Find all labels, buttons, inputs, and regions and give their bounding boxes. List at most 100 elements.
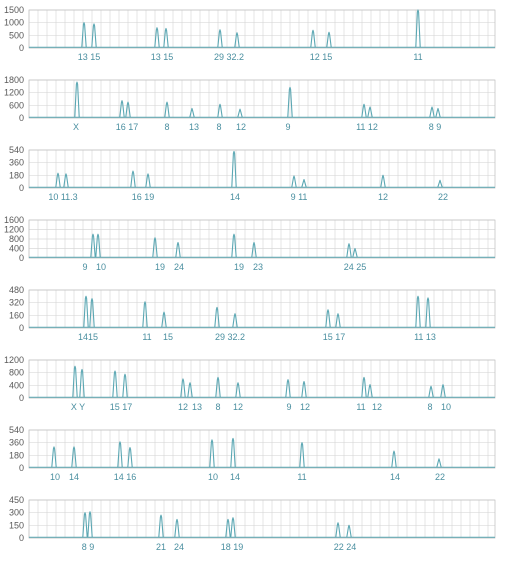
panel-8: 450 300 150 0 8 9 21 24 18 19 22 24 xyxy=(9,495,496,552)
peak xyxy=(428,385,434,398)
peak xyxy=(346,524,352,538)
allele-label: 12 15 xyxy=(310,52,333,62)
allele-label: 8 9 xyxy=(82,542,95,552)
peak xyxy=(130,170,136,188)
peak xyxy=(87,511,93,538)
peak xyxy=(112,370,118,398)
peak xyxy=(217,103,223,118)
peak xyxy=(285,379,291,398)
peak xyxy=(154,27,160,48)
allele-label: 10 11.3 xyxy=(48,192,77,202)
y-tick-label: 540 xyxy=(9,425,24,435)
allele-label: X xyxy=(73,122,79,132)
allele-label: 13 xyxy=(189,122,199,132)
y-tick-label: 400 xyxy=(9,244,24,254)
allele-label: 13 xyxy=(192,402,202,412)
y-tick-label: 1200 xyxy=(4,225,24,235)
peak xyxy=(72,365,78,398)
peak xyxy=(415,9,421,48)
plot-frame xyxy=(28,359,496,399)
peak xyxy=(251,242,257,258)
allele-label: 24 xyxy=(174,542,184,552)
allele-label: 8 xyxy=(164,122,169,132)
allele-label: 29 32.2 xyxy=(215,332,245,342)
y-tick-label: 320 xyxy=(9,298,24,308)
peak xyxy=(335,313,341,328)
peak xyxy=(215,376,221,398)
allele-label: 12 xyxy=(236,122,246,132)
y-tick-label: 450 xyxy=(9,495,24,505)
allele-label: 19 xyxy=(234,262,244,272)
y-tick-label: 800 xyxy=(9,234,24,244)
panel-2: 1800 1200 600 0 X 16 17 8 13 8 12 9 11 12 8 9 xyxy=(4,75,496,132)
y-tick-label: 480 xyxy=(9,285,24,295)
peak xyxy=(174,518,180,538)
peak xyxy=(187,382,193,398)
peak xyxy=(95,233,101,258)
plot-frame xyxy=(28,149,496,189)
plot-frame xyxy=(28,429,496,469)
peak xyxy=(291,175,297,188)
peak xyxy=(163,27,169,48)
peak xyxy=(225,518,231,538)
allele-label: 12 xyxy=(233,402,243,412)
peak xyxy=(301,179,307,188)
y-tick-label: 0 xyxy=(19,463,24,473)
y-tick-label: 180 xyxy=(9,450,24,460)
allele-label: X Y xyxy=(71,402,85,412)
peak xyxy=(415,295,421,328)
peak xyxy=(335,522,341,538)
peak xyxy=(299,442,305,468)
y-tick-label: 160 xyxy=(9,310,24,320)
plot-frame xyxy=(28,289,496,329)
peak xyxy=(55,172,61,188)
peak xyxy=(81,22,87,48)
allele-label: 11 12 xyxy=(356,122,378,132)
peak xyxy=(82,512,88,538)
allele-label: 10 xyxy=(441,402,451,412)
allele-label: 15 17 xyxy=(323,332,346,342)
allele-label: 8 9 xyxy=(429,122,442,132)
peak xyxy=(429,106,435,118)
peak xyxy=(180,378,186,398)
y-tick-label: 1500 xyxy=(4,5,24,15)
peak xyxy=(189,107,195,118)
y-tick-label: 540 xyxy=(9,145,24,155)
allele-label: 1415 xyxy=(78,332,98,342)
y-tick-label: 400 xyxy=(9,380,24,390)
y-tick-label: 0 xyxy=(19,253,24,263)
peak xyxy=(209,439,215,468)
y-tick-label: 0 xyxy=(19,533,24,543)
allele-label: 12 xyxy=(372,402,382,412)
peak xyxy=(145,173,151,188)
y-tick-label: 1800 xyxy=(4,75,24,85)
peak xyxy=(117,441,123,468)
allele-label: 21 xyxy=(156,542,166,552)
plot-frame xyxy=(28,79,496,119)
peak xyxy=(231,233,237,258)
allele-label: 24 xyxy=(174,262,184,272)
peak xyxy=(232,313,238,328)
allele-label: 10 xyxy=(96,262,106,272)
peak xyxy=(152,237,158,258)
peak xyxy=(175,242,181,258)
allele-label: 19 xyxy=(155,262,165,272)
allele-label: 29 32.2 xyxy=(214,52,244,62)
y-tick-label: 1200 xyxy=(4,355,24,365)
allele-label: 12 xyxy=(178,402,188,412)
peak xyxy=(71,446,77,468)
y-tick-label: 360 xyxy=(9,158,24,168)
y-tick-label: 500 xyxy=(9,30,24,40)
panel-5: 480 320 160 0 1415 11 15 29 32.2 15 17 11 13 xyxy=(9,285,496,342)
y-tick-label: 1200 xyxy=(4,88,24,98)
allele-label: 18 19 xyxy=(221,542,244,552)
allele-label: 9 xyxy=(82,262,87,272)
peak xyxy=(83,295,89,328)
allele-label: 23 xyxy=(253,262,263,272)
allele-label: 8 xyxy=(215,402,220,412)
allele-label: 11 xyxy=(297,472,306,482)
peak xyxy=(361,376,367,398)
y-tick-label: 0 xyxy=(19,113,24,123)
plot-frame xyxy=(28,499,496,539)
